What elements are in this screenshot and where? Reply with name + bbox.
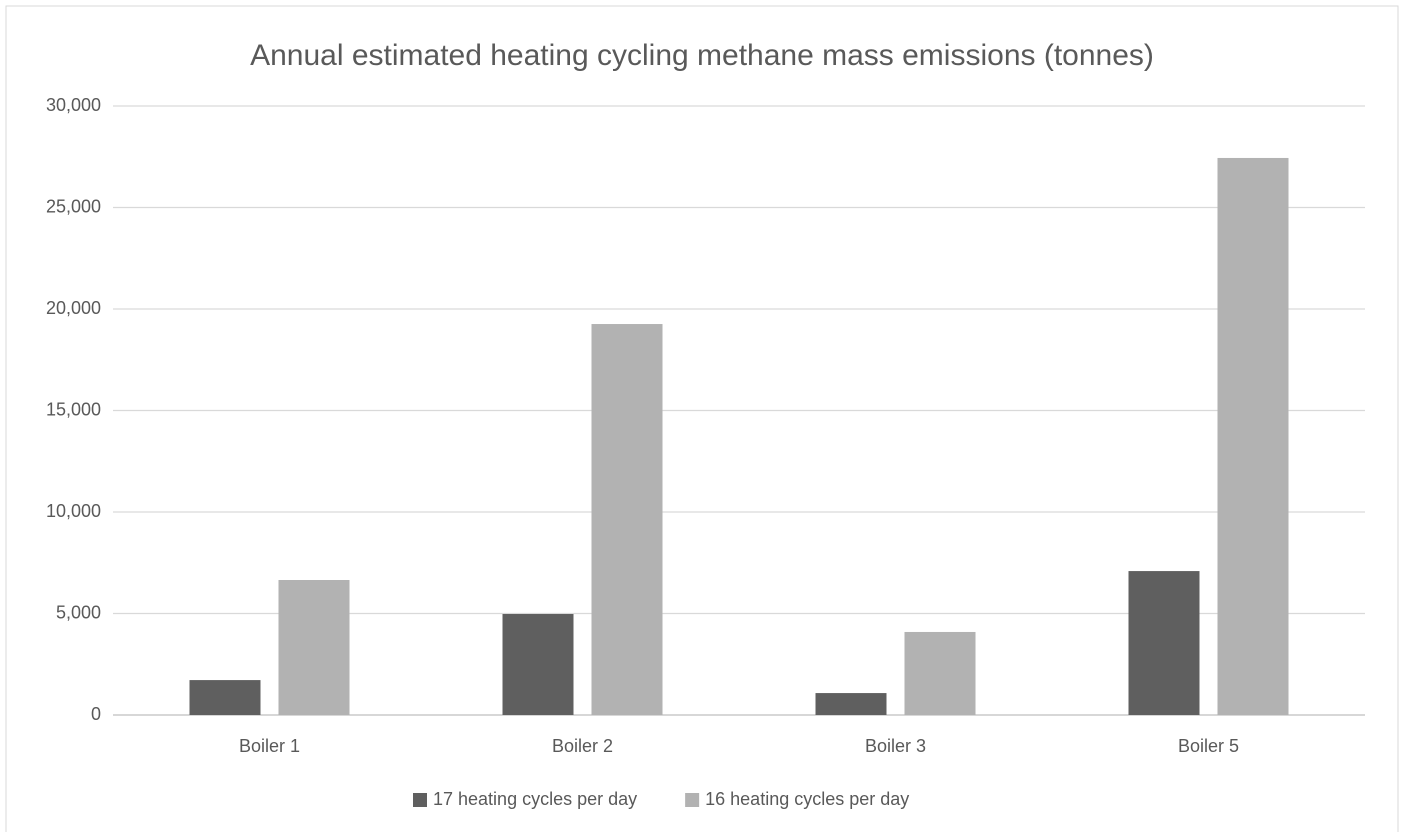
x-tick-label: Boiler 2 bbox=[552, 736, 613, 756]
legend-swatch bbox=[413, 793, 427, 807]
y-tick-label: 15,000 bbox=[46, 399, 101, 419]
legend-label: 16 heating cycles per day bbox=[705, 789, 909, 809]
bar bbox=[1217, 157, 1289, 715]
y-tick-label: 30,000 bbox=[46, 95, 101, 115]
x-tick-label: Boiler 1 bbox=[239, 736, 300, 756]
bar bbox=[189, 680, 261, 715]
y-tick-label: 5,000 bbox=[56, 602, 101, 622]
bar bbox=[278, 580, 350, 715]
bar bbox=[502, 614, 574, 715]
y-tick-label: 20,000 bbox=[46, 298, 101, 318]
chart-title: Annual estimated heating cycling methane… bbox=[250, 39, 1154, 72]
x-tick-label: Boiler 5 bbox=[1178, 736, 1239, 756]
y-tick-label: 25,000 bbox=[46, 196, 101, 216]
y-tick-label: 10,000 bbox=[46, 501, 101, 521]
bar bbox=[904, 631, 976, 715]
bar bbox=[815, 693, 887, 715]
x-tick-label: Boiler 3 bbox=[865, 736, 926, 756]
y-tick-label: 0 bbox=[91, 704, 101, 724]
bar bbox=[1128, 571, 1200, 715]
legend-label: 17 heating cycles per day bbox=[433, 789, 637, 809]
bar bbox=[591, 324, 663, 715]
legend-swatch bbox=[685, 793, 700, 807]
